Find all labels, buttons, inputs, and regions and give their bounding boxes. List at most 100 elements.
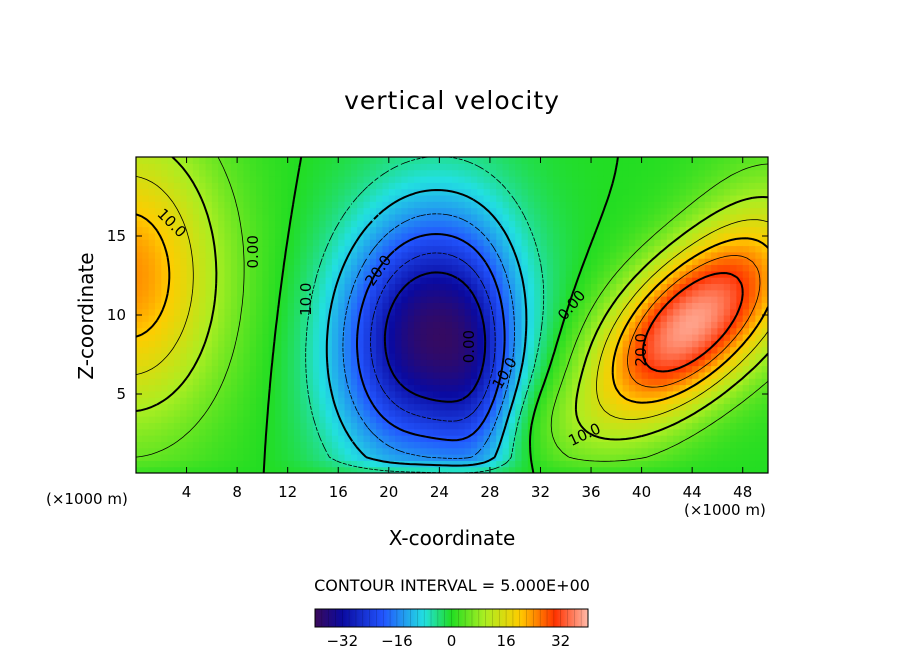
field-cell <box>433 207 440 215</box>
field-cell <box>376 289 384 297</box>
field-cell <box>300 416 308 424</box>
field-cell <box>192 466 200 473</box>
field-cell <box>205 289 213 297</box>
field-cell <box>186 207 194 215</box>
field-cell <box>470 277 478 284</box>
field-cell <box>597 333 605 341</box>
field-cell <box>161 220 169 228</box>
field-cell <box>148 371 156 379</box>
field-cell <box>445 428 453 436</box>
field-cell <box>376 315 384 322</box>
field-cell <box>730 302 737 310</box>
field-cell <box>173 258 181 266</box>
field-cell <box>136 454 143 461</box>
field-cell <box>502 365 510 373</box>
field-cell <box>496 226 504 234</box>
field-cell <box>470 207 478 215</box>
field-cell <box>186 340 194 348</box>
field-cell <box>704 194 712 202</box>
field-cell <box>635 460 643 468</box>
field-cell <box>660 315 668 322</box>
field-cell <box>350 226 358 234</box>
field-cell <box>363 220 371 228</box>
field-cell <box>527 201 535 209</box>
field-cell <box>369 365 377 373</box>
field-cell <box>521 384 529 392</box>
field-cell <box>723 213 731 221</box>
field-cell <box>312 346 320 354</box>
field-cell <box>628 213 636 221</box>
field-cell <box>565 441 573 449</box>
field-cell <box>742 283 750 291</box>
field-cell <box>508 232 516 240</box>
field-cell <box>281 283 289 291</box>
field-cell <box>224 169 232 177</box>
field-cell <box>711 441 719 449</box>
field-cell <box>281 207 289 215</box>
field-cell <box>205 397 213 405</box>
field-cell <box>148 340 156 348</box>
field-cell <box>565 447 573 455</box>
field-cell <box>515 390 523 398</box>
field-cell <box>610 157 617 164</box>
field-cell <box>319 296 327 303</box>
field-cell <box>224 327 232 335</box>
field-cell <box>331 441 339 449</box>
field-cell <box>717 226 725 234</box>
field-cell <box>470 302 478 310</box>
field-cell <box>192 308 200 316</box>
field-cell <box>591 315 598 322</box>
field-cell <box>230 194 238 202</box>
field-cell <box>685 207 693 215</box>
field-cell <box>584 315 592 322</box>
field-cell <box>749 251 756 259</box>
field-cell <box>154 207 162 215</box>
field-cell <box>515 163 523 171</box>
field-cell <box>363 315 371 322</box>
field-cell <box>300 270 308 278</box>
field-cell <box>395 409 403 417</box>
field-cell <box>325 283 333 291</box>
field-cell <box>647 460 655 468</box>
field-cell <box>654 327 662 335</box>
field-cell <box>268 422 276 430</box>
field-cell <box>287 245 295 253</box>
field-cell <box>237 327 245 335</box>
field-cell <box>136 403 143 411</box>
field-cell <box>142 169 150 177</box>
field-cell <box>685 264 693 272</box>
field-cell <box>388 454 396 461</box>
field-cell <box>237 239 245 247</box>
field-cell <box>723 454 731 461</box>
field-cell <box>281 220 289 228</box>
field-cell <box>382 175 390 183</box>
field-cell <box>559 270 567 278</box>
field-cell <box>382 333 390 341</box>
field-cell <box>749 409 756 417</box>
field-cell <box>628 175 636 183</box>
field-cell <box>515 169 523 177</box>
field-cell <box>515 403 523 411</box>
field-cell <box>679 264 687 272</box>
field-cell <box>256 403 263 411</box>
field-cell <box>199 296 207 303</box>
field-cell <box>224 390 232 398</box>
field-cell <box>704 220 712 228</box>
field-cell <box>433 270 440 278</box>
field-cell <box>572 251 579 259</box>
field-cell <box>306 201 314 209</box>
field-cell <box>521 232 529 240</box>
field-cell <box>161 163 169 171</box>
field-cell <box>603 188 611 196</box>
field-cell <box>325 213 333 221</box>
field-cell <box>312 333 320 341</box>
field-cell <box>249 213 257 221</box>
field-cell <box>515 213 523 221</box>
field-cell <box>331 315 339 322</box>
field-cell <box>433 390 440 398</box>
field-cell <box>711 169 719 177</box>
field-cell <box>211 182 219 190</box>
field-cell <box>603 365 611 373</box>
field-cell <box>515 460 523 468</box>
field-cell <box>445 251 453 259</box>
